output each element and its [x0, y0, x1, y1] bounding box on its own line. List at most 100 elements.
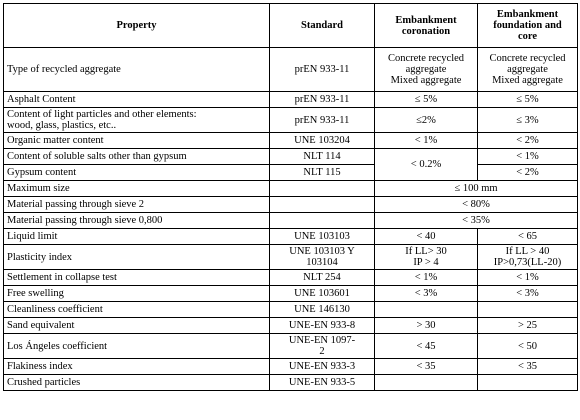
standard-cell: UNE 103103 Y 103104 — [269, 244, 375, 270]
coronation-cell: ≤ 5% — [374, 91, 478, 108]
property-cell: Content of light particles and other ele… — [3, 107, 270, 133]
foundation-cell: ≤ 3% — [477, 107, 578, 133]
standard-cell-line: NLT 115 — [303, 167, 341, 178]
standard-cell-line: UNE 103103 — [294, 231, 350, 242]
foundation-cell-line: ≤ 5% — [516, 94, 539, 105]
foundation-cell — [477, 301, 578, 318]
standard-cell-line: NLT 114 — [303, 151, 341, 162]
property-cell: Material passing through sieve 2 — [3, 196, 270, 213]
merged-value-cell-line: < 80% — [462, 199, 490, 210]
coronation-cell-line: Mixed aggregate — [390, 75, 462, 86]
standard-cell: UNE-EN 1097- 2 — [269, 333, 375, 359]
property-cell-line: Settlement in collapse test — [7, 272, 117, 283]
table-row: Flakiness index UNE-EN 933-3 < 35 < 35 — [3, 358, 578, 375]
property-cell: Maximum size — [3, 180, 270, 197]
foundation-cell: If LL > 40 IP>0,73(LL-20) — [477, 244, 578, 270]
table-row: Maximum size ≤ 100 mm — [3, 180, 578, 197]
standard-cell-line: UNE-EN 1097- — [288, 335, 356, 346]
property-cell-line: Organic matter content — [7, 135, 104, 146]
table-row: Sand equivalent UNE-EN 933-8 > 30 > 25 — [3, 317, 578, 334]
table-row: Material passing through sieve 2 < 80% — [3, 196, 578, 213]
foundation-cell: < 35 — [477, 358, 578, 375]
merged-value-cell-line: ≤ 100 mm — [454, 183, 498, 194]
standard-cell: UNE 103601 — [269, 285, 375, 302]
property-cell: Free swelling — [3, 285, 270, 302]
foundation-cell: < 50 — [477, 333, 578, 359]
coronation-cell-line: > 30 — [416, 320, 436, 331]
coronation-cell-line: < 0.2% — [410, 159, 442, 170]
coronation-cell-line: Concrete recycled — [387, 53, 465, 64]
property-cell-line: Asphalt Content — [7, 94, 76, 105]
standard-cell-line: UNE-EN 933-8 — [288, 320, 356, 331]
property-cell-line: Material passing through sieve 0,800 — [7, 215, 163, 226]
property-cell-line: Content of soluble salts other than gyps… — [7, 151, 187, 162]
table-row: Asphalt Content prEN 933-11 ≤ 5% ≤ 5% — [3, 91, 578, 108]
standard-cell-line: UNE 103204 — [294, 135, 350, 146]
property-cell: Cleanliness coefficient — [3, 301, 270, 318]
table-row: Material passing through sieve 0,800 < 35… — [3, 212, 578, 229]
header-coronation-line: coronation — [401, 25, 451, 37]
property-cell: Gypsum content — [3, 164, 270, 181]
coronation-cell-line: < 1% — [414, 272, 438, 283]
property-cell-line: Liquid limit — [7, 231, 58, 242]
merged-value-cell: ≤ 100 mm — [374, 180, 578, 197]
foundation-cell-line: < 50 — [517, 340, 538, 352]
property-cell: Los Ángeles coefficient — [3, 333, 270, 359]
table-body: Type of recycled aggregate prEN 933-11 Con… — [3, 47, 578, 391]
standard-cell: UNE 103103 — [269, 228, 375, 245]
standard-cell: UNE-EN 933-8 — [269, 317, 375, 334]
standard-cell-line: prEN 933-11 — [294, 114, 350, 126]
header-foundation-line: foundation and — [493, 20, 562, 31]
coronation-cell — [374, 374, 478, 391]
foundation-cell-line: < 35 — [517, 361, 538, 372]
property-cell-line: Maximum size — [7, 183, 70, 194]
foundation-cell — [477, 374, 578, 391]
property-cell: Material passing through sieve 0,800 — [3, 212, 270, 229]
coronation-cell: < 45 — [374, 333, 478, 359]
standard-cell-line: 2 — [319, 346, 325, 357]
properties-table: Property Standard Embankment coronation … — [3, 3, 578, 391]
standard-cell — [269, 180, 375, 197]
foundation-cell-line: < 2% — [516, 167, 539, 178]
standard-cell: NLT 254 — [269, 269, 375, 286]
standard-cell-line: UNE 103103 Y — [289, 246, 355, 257]
table-row: Cleanliness coefficient UNE 146130 — [3, 301, 578, 318]
property-cell: Organic matter content — [3, 132, 270, 149]
coronation-cell: Concrete recycled aggregate Mixed aggregat… — [374, 47, 478, 92]
table-row: Gypsum content NLT 115 < 2% — [3, 164, 578, 181]
foundation-cell-line: < 1% — [516, 151, 539, 162]
coronation-cell: < 3% — [374, 285, 478, 302]
coronation-cell: If LL> 30 IP > 4 — [374, 244, 478, 270]
foundation-cell-line: IP>0,73(LL-20) — [493, 257, 562, 268]
standard-cell-line: UNE-EN 933-3 — [288, 361, 356, 372]
coronation-cell-line: ≤ 5% — [414, 94, 438, 105]
foundation-cell-line: Mixed aggregate — [492, 75, 563, 86]
property-cell: Content of soluble salts other than gyps… — [3, 148, 270, 165]
standard-cell: NLT 114 — [269, 148, 375, 165]
foundation-cell-line: ≤ 3% — [516, 114, 539, 126]
standard-cell: UNE-EN 933-5 — [269, 374, 375, 391]
table-row: Free swelling UNE 103601 < 3% < 3% — [3, 285, 578, 302]
table-row: Los Ángeles coefficient UNE-EN 1097- 2 < 45… — [3, 333, 578, 359]
coronation-cell: < 1% — [374, 269, 478, 286]
standard-cell — [269, 212, 375, 229]
property-cell-line: Free swelling — [7, 288, 64, 299]
property-cell: Liquid limit — [3, 228, 270, 245]
coronation-cell-line: < 3% — [414, 288, 438, 299]
standard-cell: UNE 146130 — [269, 301, 375, 318]
property-cell-line: Plasticity index — [7, 251, 73, 263]
property-cell-line: Sand equivalent — [7, 320, 75, 331]
coronation-cell: < 1% — [374, 132, 478, 149]
table-row: Content of light particles and other ele… — [3, 107, 578, 133]
standard-cell-line: prEN 933-11 — [294, 94, 350, 105]
table-row: Type of recycled aggregate prEN 933-11 Con… — [3, 47, 578, 92]
table-row: Content of soluble salts other than gyps… — [3, 148, 578, 181]
table-row: Plasticity index UNE 103103 Y 103104 If LL>… — [3, 244, 578, 270]
foundation-cell: < 1% — [477, 269, 578, 286]
table-row: Crushed particles UNE-EN 933-5 — [3, 374, 578, 391]
property-cell-line: Crushed particles — [7, 377, 81, 388]
coronation-cell-line: < 35 — [416, 361, 436, 372]
foundation-cell-line: < 3% — [516, 288, 539, 299]
foundation-cell: < 65 — [477, 228, 578, 245]
property-cell-line: Flakiness index — [7, 361, 73, 372]
